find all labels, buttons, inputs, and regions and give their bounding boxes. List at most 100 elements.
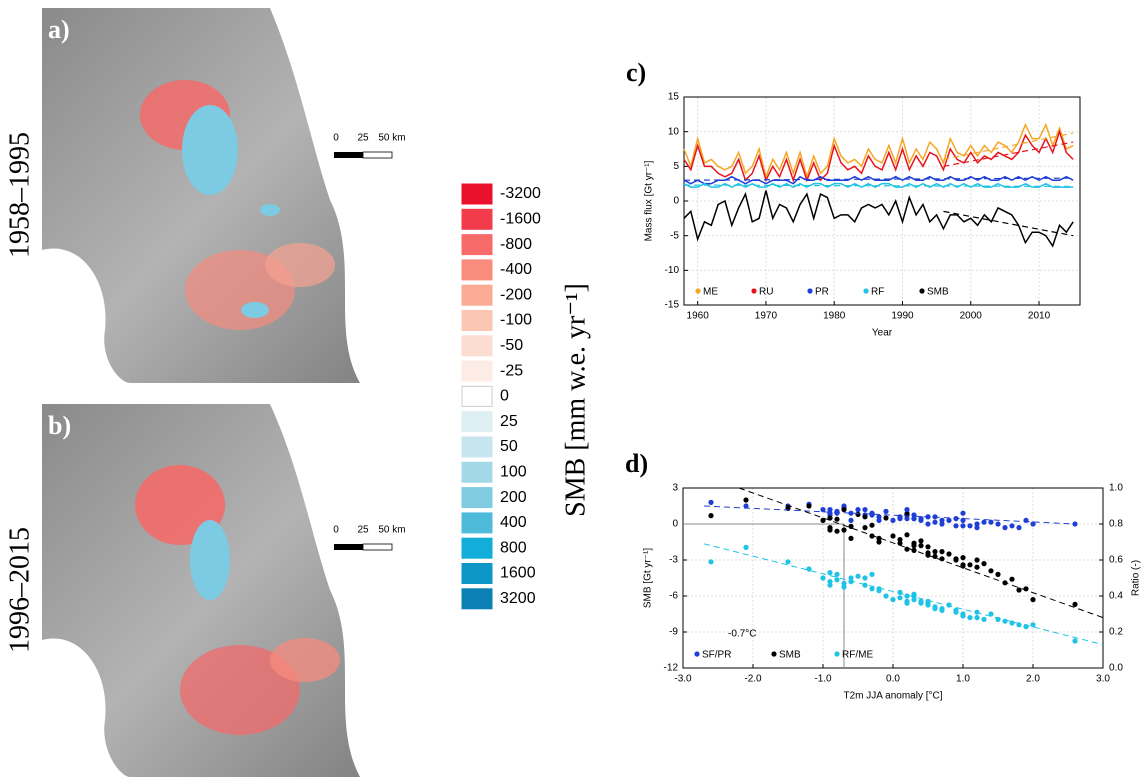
scatter-point xyxy=(834,577,840,583)
legend-label: ME xyxy=(703,287,718,298)
scatter-point xyxy=(981,519,987,525)
scatter-point xyxy=(743,503,749,509)
scatter-point xyxy=(932,549,938,555)
scatter-point xyxy=(876,514,882,520)
scatter-point xyxy=(988,611,994,617)
trend-line xyxy=(943,210,1074,237)
scale-label: 50 km xyxy=(378,525,405,536)
scatter-point xyxy=(855,573,861,579)
scatter-point xyxy=(946,517,952,524)
scatter-point xyxy=(890,533,896,539)
y-axis-label: Mass flux [Gt yr⁻¹] xyxy=(644,160,655,241)
y-tick-label: -5 xyxy=(670,230,679,241)
scatter-point xyxy=(981,616,987,623)
scatter-point xyxy=(883,515,889,521)
x-axis-label: T2m JJA anomaly [°C] xyxy=(843,691,942,702)
scatter-point xyxy=(1072,601,1078,608)
scatter-point xyxy=(827,515,833,521)
scatter-point xyxy=(967,523,973,529)
scatter-point xyxy=(946,551,952,557)
colorbar-swatch xyxy=(461,335,493,357)
scatter-point xyxy=(862,525,868,531)
scatter-point xyxy=(841,527,847,533)
panel-label: d) xyxy=(625,449,648,478)
colorbar-swatch xyxy=(461,461,493,483)
legend-label: RU xyxy=(759,287,773,298)
threshold-label: -0.7°C xyxy=(728,629,756,640)
panel-label: b) xyxy=(48,411,71,440)
scatter-point xyxy=(897,537,903,543)
colorbar-label: -100 xyxy=(500,312,532,329)
scale-label: 0 xyxy=(333,133,339,144)
scatter-point xyxy=(918,516,924,522)
legend-label: SMB xyxy=(927,287,949,298)
x-tick-label: 0.0 xyxy=(886,674,900,685)
colorbar-label: 100 xyxy=(500,464,527,481)
colorbar-label: 25 xyxy=(500,413,518,430)
scatter-point xyxy=(974,557,980,563)
legend-marker xyxy=(751,288,757,294)
scatter-point xyxy=(862,575,868,581)
scatter-point xyxy=(708,559,714,565)
scatter-point xyxy=(1009,523,1015,529)
scatter-point xyxy=(827,527,833,533)
scatter-point xyxy=(827,579,833,585)
scatter-point xyxy=(981,561,987,567)
scatter-point xyxy=(806,566,812,572)
scatter-point xyxy=(708,499,714,505)
scatter-point xyxy=(862,582,868,588)
colorbar-label: 200 xyxy=(500,489,527,506)
scatter-point xyxy=(890,597,896,603)
y-tick-label: 5 xyxy=(673,161,679,172)
scatter-point xyxy=(834,516,840,522)
scatter-point xyxy=(848,575,854,581)
colorbar-swatch xyxy=(461,563,493,584)
scatter-point xyxy=(897,595,903,601)
trend-line xyxy=(683,184,1074,188)
scale-label: 50 km xyxy=(378,133,405,144)
fit-line xyxy=(738,487,1104,619)
colorbar-label: 800 xyxy=(500,539,527,556)
colorbar-swatch xyxy=(461,436,493,458)
colorbar-swatch xyxy=(461,234,493,256)
colorbar-swatch xyxy=(461,310,493,331)
scatter-point xyxy=(953,523,959,529)
trend-line xyxy=(943,141,1074,167)
scatter-point xyxy=(960,613,966,619)
x-tick-label: 1980 xyxy=(823,311,846,322)
scatter-point xyxy=(911,516,917,522)
scatter-point xyxy=(841,507,847,513)
scatter-point xyxy=(708,513,714,519)
trend-line xyxy=(943,132,1074,160)
scatter-point xyxy=(876,539,882,545)
x-tick-label: -3.0 xyxy=(674,674,692,685)
legend-marker xyxy=(919,288,925,294)
colorbar-swatch xyxy=(461,588,493,610)
series-line xyxy=(683,129,1074,183)
scatter-point xyxy=(827,582,833,588)
panel-label: c) xyxy=(626,58,646,87)
x-tick-label: 2.0 xyxy=(1026,674,1040,685)
legend-label: PR xyxy=(815,287,829,298)
scatter-point xyxy=(841,584,847,590)
scatter-point xyxy=(904,546,910,552)
scatter-point xyxy=(904,593,910,599)
colorbar-swatch xyxy=(461,284,493,306)
x-tick-label: 1990 xyxy=(891,311,914,322)
y2-tick-label: 0.0 xyxy=(1109,663,1123,674)
map-a xyxy=(42,8,400,383)
scatter-point xyxy=(1002,525,1008,531)
scatter-point xyxy=(974,609,980,615)
legend-label: RF xyxy=(871,287,884,298)
scatter-point xyxy=(1030,521,1036,527)
colorbar-swatch xyxy=(461,208,493,230)
scatter-point xyxy=(834,528,840,534)
scatter-point xyxy=(827,507,833,513)
colorbar-label: -25 xyxy=(500,362,523,379)
y-tick-label: 0 xyxy=(673,196,679,207)
colorbar-swatch xyxy=(461,385,493,407)
scatter-point xyxy=(869,533,875,539)
colorbar-label: 400 xyxy=(500,514,527,531)
legend-marker xyxy=(695,288,701,294)
